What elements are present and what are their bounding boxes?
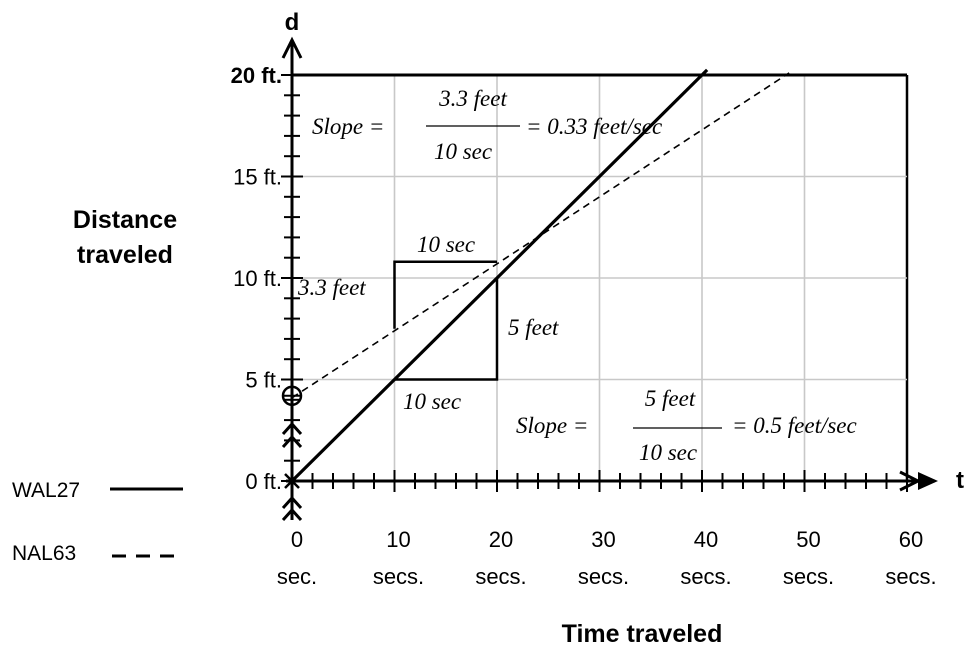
y-axis-arrowhead-2 <box>281 495 303 510</box>
series-line-wal27 <box>290 68 709 483</box>
series-line-nal63 <box>291 72 790 399</box>
lower-slope-annotation: Slope = 5 feet 10 sec = 0.5 feet/sec <box>516 386 857 465</box>
lower-slope-prefix: Slope = <box>516 413 588 438</box>
y-tick-label-5: 5 ft. <box>245 368 282 393</box>
tick-labels: 0 ft. 5 ft. 10 ft. 15 ft. 20 ft. 0 sec. 10 secs.… <box>231 63 937 589</box>
solid-slope-triangle <box>394 278 499 381</box>
upper-slope-annotation: Slope = 3.3 feet 10 sec = 0.33 feet/sec <box>312 86 662 164</box>
y-tick-label-20: 20 ft. <box>231 63 282 88</box>
y-axis-top-arrow <box>281 36 303 59</box>
y-axis-title-line-2: traveled <box>77 241 173 269</box>
y-tick-label-15: 15 ft. <box>233 165 282 190</box>
y-axis-title-line-1: Distance <box>73 206 177 234</box>
x-tick-unit-50: secs. <box>783 564 834 589</box>
dashed-slope-triangle <box>393 260 497 329</box>
x-tick-label-60: 60 <box>899 527 923 552</box>
x-tick-label-20: 20 <box>489 527 513 552</box>
y-tick-label-10: 10 ft. <box>233 266 282 291</box>
x-tick-unit-40: secs. <box>680 564 731 589</box>
x-tick-unit-10: secs. <box>373 564 424 589</box>
x-tick-label-0: 0 <box>291 527 303 552</box>
x-tick-label-10: 10 <box>386 527 410 552</box>
legend-label-wal27: WAL27 <box>12 479 80 502</box>
x-axis-letter: t <box>956 467 964 494</box>
x-tick-unit-30: secs. <box>578 564 629 589</box>
lower-slope-result: = 0.5 feet/sec <box>732 413 857 438</box>
x-axis-title: Time traveled <box>562 620 723 647</box>
y-axis-letter: d <box>285 9 300 36</box>
solid-triangle-run-label: 10 sec <box>403 389 461 414</box>
x-axis-arrow <box>918 472 938 490</box>
y-axis-arrowhead-3 <box>281 507 303 522</box>
upper-slope-prefix: Slope = <box>312 114 384 139</box>
triangle-labels: 10 sec 3.3 feet 5 feet 10 sec <box>297 232 559 414</box>
axes <box>281 36 938 522</box>
solid-triangle-rise-label: 5 feet <box>508 315 559 340</box>
x-tick-unit-20: secs. <box>475 564 526 589</box>
legend: WAL27 NAL63 <box>12 479 183 565</box>
lower-slope-numerator: 5 feet <box>645 386 696 411</box>
upper-slope-numerator: 3.3 feet <box>438 86 507 111</box>
y-axis-arrowhead-1 <box>281 434 303 449</box>
y-tick-label-0: 0 ft. <box>245 469 282 494</box>
slope-triangles <box>393 260 499 381</box>
legend-label-nal63: NAL63 <box>12 542 76 565</box>
dashed-triangle-rise-label: 3.3 feet <box>297 275 366 300</box>
upper-slope-denominator: 10 sec <box>434 139 492 164</box>
x-tick-unit-0: sec. <box>277 564 317 589</box>
dashed-triangle-run-label: 10 sec <box>417 232 475 257</box>
x-tick-unit-60: secs. <box>885 564 936 589</box>
y-axis-arrowhead-0 <box>281 421 303 436</box>
lower-slope-denominator: 10 sec <box>639 440 697 465</box>
x-tick-label-50: 50 <box>796 527 820 552</box>
series-lines <box>290 68 790 483</box>
x-tick-label-30: 30 <box>591 527 615 552</box>
x-tick-label-40: 40 <box>694 527 718 552</box>
upper-slope-result: = 0.33 feet/sec <box>526 114 662 139</box>
